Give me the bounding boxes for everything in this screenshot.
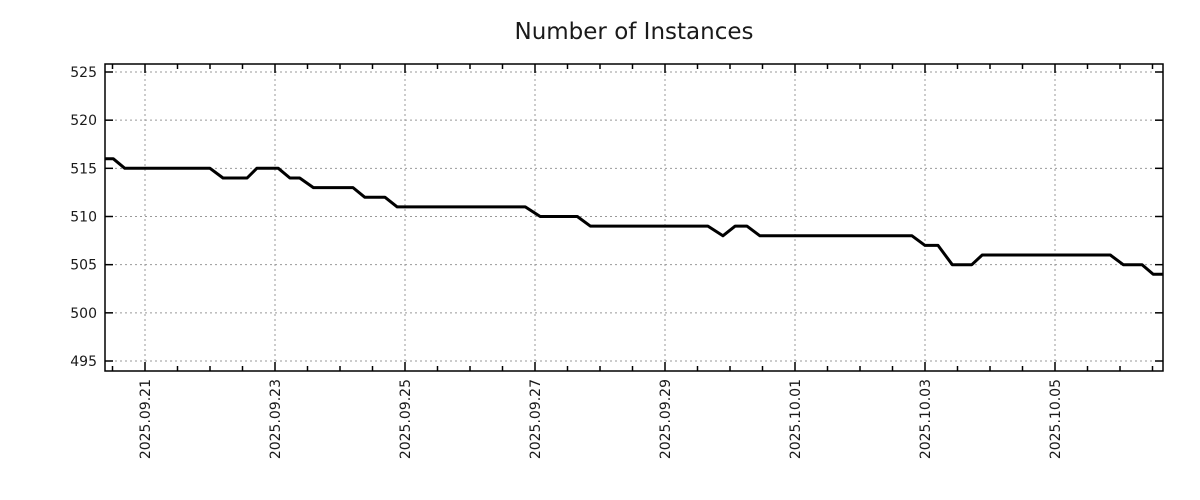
x-tick-label: 2025.10.03 <box>918 379 934 459</box>
plot-border <box>104 63 1164 372</box>
x-tick-label: 2025.10.05 <box>1048 379 1064 459</box>
x-tick-label: 2025.10.01 <box>788 379 804 459</box>
y-tick-label: 520 <box>70 113 97 129</box>
x-tick-label: 2025.09.29 <box>658 379 674 459</box>
x-tick-label: 2025.09.25 <box>398 379 414 459</box>
grid-layer <box>105 64 1163 371</box>
axis-layer <box>104 63 1164 372</box>
x-tick-label: 2025.09.23 <box>268 379 284 459</box>
x-tick-label: 2025.09.27 <box>528 379 544 459</box>
y-tick-label: 515 <box>70 161 97 177</box>
series-layer <box>104 157 1163 276</box>
y-tick-label: 510 <box>70 209 97 225</box>
x-tick-label: 2025.09.21 <box>138 379 154 459</box>
y-tick-label: 525 <box>70 65 97 81</box>
y-tick-label: 505 <box>70 258 97 274</box>
y-tick-label: 500 <box>70 306 97 322</box>
label-layer: 495 500 505 510 515 520 525 2025.09.21 2025.09.2… <box>70 65 1064 459</box>
series-line-instances <box>104 157 1163 276</box>
chart-title: Number of Instances <box>515 19 754 45</box>
y-tick-label: 495 <box>70 354 97 370</box>
